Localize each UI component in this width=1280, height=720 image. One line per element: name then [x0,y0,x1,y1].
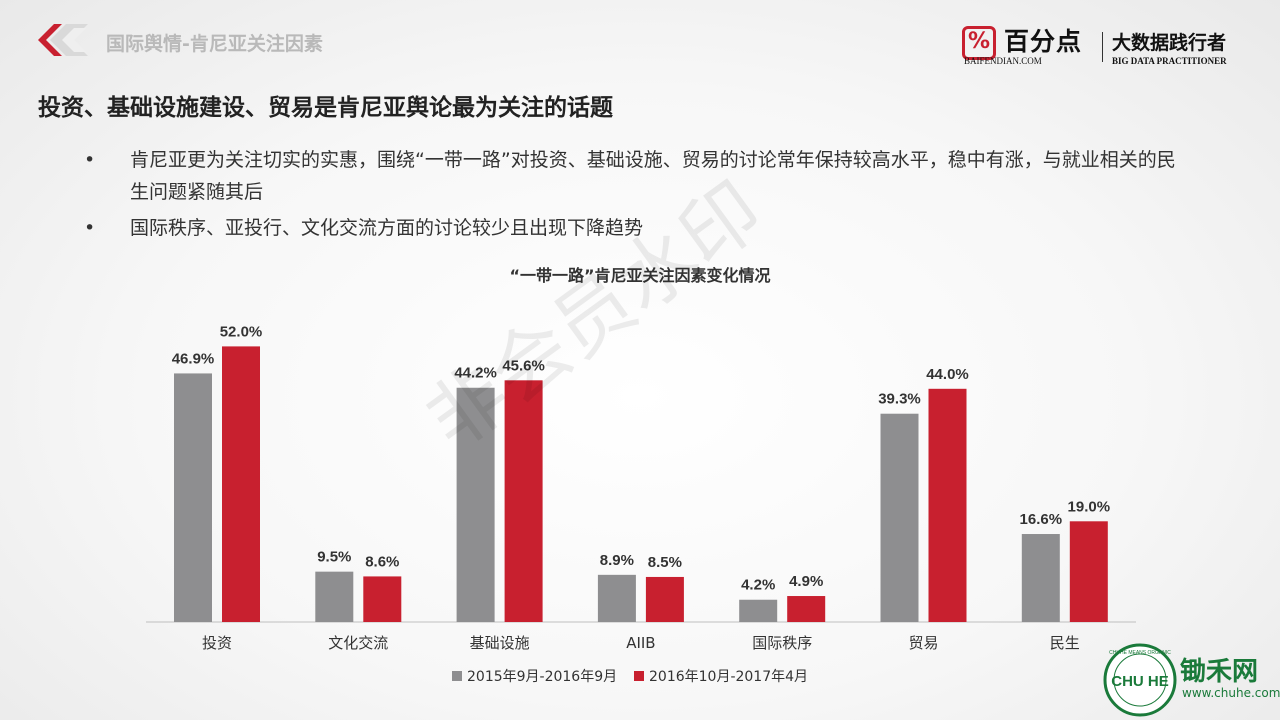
bar [597,574,636,622]
legend-label: 2015年9月-2016年9月 [467,669,617,685]
data-label: 8.5% [648,554,682,571]
bar [363,576,402,622]
data-label: 4.9% [789,573,823,590]
chuhe-logo-icon: CHU HE CHUHE MEANS ORGANIC [1103,643,1177,717]
x-tick-label: 国际秩序 [752,634,812,652]
bar [739,599,778,622]
bar [456,387,495,622]
chuhe-badge-text: CHU HE [1111,673,1169,690]
x-tick-label: 贸易 [908,634,938,652]
legend-label: 2016年10月-2017年4月 [649,669,808,685]
bar [787,596,826,622]
bullet-item: • 肯尼亚更为关注切实的实惠，围绕“一带一路”对投资、基础设施、贸易的讨论常年保… [84,144,1194,208]
bar [928,388,967,622]
bar [880,413,919,622]
bullet-marker: • [84,149,96,171]
x-tick-label: 投资 [202,634,232,652]
brand-logo: % 百分点 BAIFENDIAN.COM 大数据践行者 BIG DATA PRA… [962,22,1246,68]
bar [504,380,543,622]
data-label: 52.0% [220,323,263,340]
brand-slogan-en: BIG DATA PRACTITIONER [1112,56,1227,66]
data-label: 8.6% [365,553,399,570]
section-title: 国际舆情-肯尼亚关注因素 [106,33,323,55]
brand-domain: BAIFENDIAN.COM [964,56,1042,66]
data-label: 45.6% [502,357,545,374]
data-label: 19.0% [1068,498,1111,515]
x-tick-label: 基础设施 [470,634,530,652]
percent-icon: % [962,26,996,60]
x-tick-label: 民生 [1050,634,1080,652]
bullet-list: • 肯尼亚更为关注切实的实惠，围绕“一带一路”对投资、基础设施、贸易的讨论常年保… [84,144,1194,248]
data-label: 4.2% [741,577,775,594]
brand-logo-icon [38,24,88,56]
bar [222,346,260,622]
bullet-item: • 国际秩序、亚投行、文化交流方面的讨论较少且出现下降趋势 [84,212,1194,244]
bullet-text: 肯尼亚更为关注切实的实惠，围绕“一带一路”对投资、基础设施、贸易的讨论常年保持较… [130,149,1176,203]
partner-url: www.chuhe.com [1182,686,1280,700]
data-label: 8.9% [600,552,634,569]
legend-swatch [452,671,462,681]
bar [1069,521,1108,622]
slide-headline: 投资、基础设施建设、贸易是肯尼亚舆论最为关注的话题 [38,95,613,121]
bar [315,571,354,622]
brand-divider [1102,32,1103,62]
data-label: 46.9% [172,350,215,367]
data-label: 44.2% [454,365,497,382]
data-label: 44.0% [926,366,969,383]
x-tick-label: 文化交流 [328,634,388,652]
partner-name: 锄禾网 [1180,657,1259,687]
bar [174,373,212,622]
bullet-marker: • [84,217,96,239]
legend-swatch [634,671,644,681]
data-label: 16.6% [1020,511,1063,528]
data-label: 39.3% [878,391,921,408]
bar [645,576,684,622]
brand-name: 百分点 [1004,27,1083,56]
data-label: 9.5% [317,549,351,566]
x-tick-label: AIIB [626,634,655,652]
brand-slogan: 大数据践行者 [1112,32,1227,54]
chart-title: “一带一路”肯尼亚关注因素变化情况 [509,266,771,285]
bullet-text: 国际秩序、亚投行、文化交流方面的讨论较少且出现下降趋势 [130,217,644,239]
chuhe-ring-text: CHUHE MEANS ORGANIC [1109,650,1171,656]
bar [1021,534,1060,622]
